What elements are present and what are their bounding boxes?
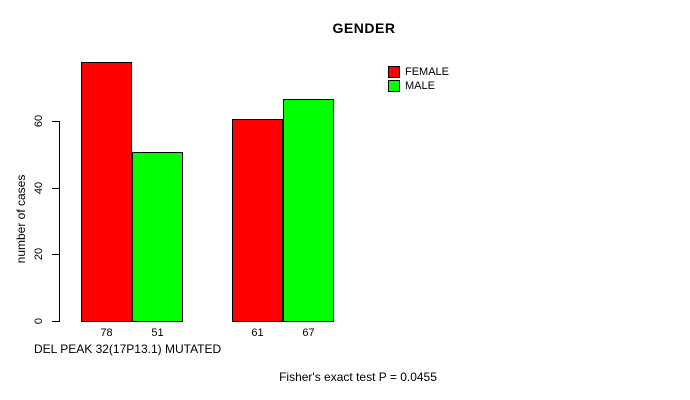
y-axis-tick-label: 20 bbox=[33, 248, 45, 261]
y-axis-title: number of cases bbox=[14, 174, 28, 264]
male-color-swatch-icon bbox=[388, 79, 400, 92]
legend-label-male: MALE bbox=[405, 79, 435, 92]
legend-item-male: MALE bbox=[388, 79, 449, 92]
bar-male-group2 bbox=[283, 99, 334, 322]
legend-label-female: FEMALE bbox=[405, 65, 450, 78]
bar-male-group1 bbox=[132, 152, 183, 322]
y-axis-tick-label: 60 bbox=[33, 115, 45, 128]
x-axis-title: DEL PEAK 32(17P13.1) MUTATED bbox=[34, 342, 222, 356]
y-axis-tick bbox=[52, 187, 59, 189]
statistics-subtitle: Fisher's exact test P = 0.0455 bbox=[279, 370, 437, 384]
bar-value-label: 61 bbox=[251, 327, 264, 339]
y-axis-tick-label: 40 bbox=[33, 181, 45, 194]
y-axis-line bbox=[59, 121, 60, 322]
bar-value-label: 67 bbox=[302, 327, 315, 339]
bar-value-label: 78 bbox=[100, 327, 113, 339]
legend: FEMALE MALE bbox=[388, 65, 449, 93]
y-axis-tick bbox=[52, 321, 59, 322]
chart-title: GENDER bbox=[332, 20, 396, 36]
bar-female-group1 bbox=[81, 62, 132, 322]
y-axis-tick-label: 0 bbox=[33, 317, 45, 325]
y-axis-tick bbox=[52, 254, 59, 256]
bar-female-group2 bbox=[232, 119, 283, 322]
female-color-swatch-icon bbox=[388, 65, 400, 78]
y-axis-tick bbox=[52, 121, 59, 123]
legend-item-female: FEMALE bbox=[388, 65, 449, 78]
bar-value-label: 51 bbox=[151, 327, 164, 339]
